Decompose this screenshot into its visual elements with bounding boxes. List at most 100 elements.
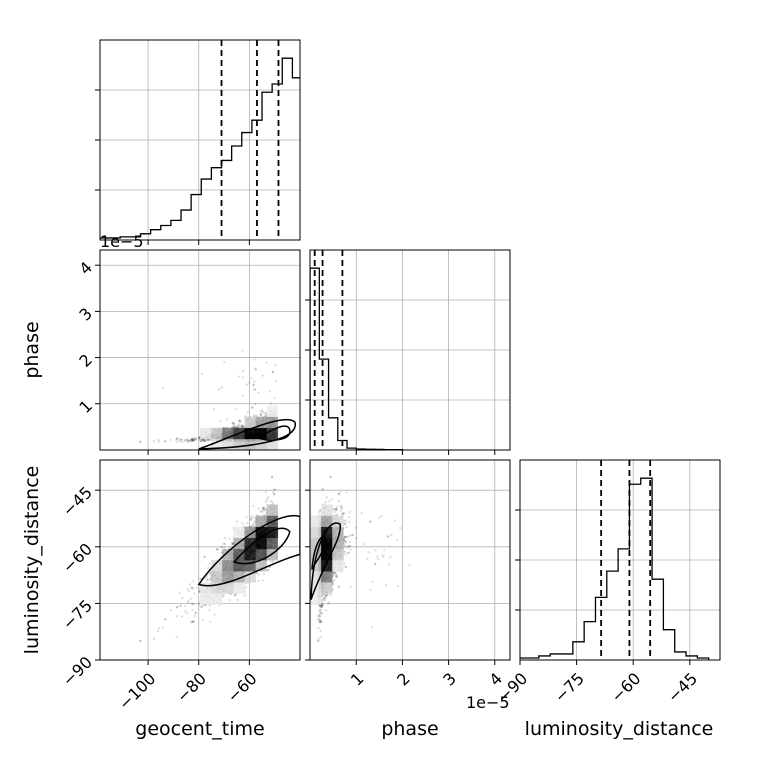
sample-point — [259, 509, 262, 513]
sample-point — [139, 440, 142, 443]
sample-point — [241, 394, 245, 397]
sample-point — [175, 438, 178, 441]
density-cell — [266, 427, 279, 440]
sample-point — [223, 542, 226, 546]
sample-point — [187, 440, 190, 443]
sample-point — [232, 422, 235, 425]
sample-point — [225, 418, 229, 421]
density-cell — [211, 438, 223, 450]
histogram-geocent_time — [100, 57, 300, 240]
sample-point — [257, 573, 260, 576]
sample-point — [197, 603, 201, 606]
sample-point — [262, 509, 265, 512]
sample-point — [262, 572, 266, 576]
sample-point — [187, 439, 190, 442]
sample-point — [191, 438, 194, 441]
sample-point — [255, 414, 258, 418]
sample-point — [204, 439, 207, 442]
sample-point — [250, 516, 253, 520]
sample-point — [164, 618, 167, 621]
sample-point — [270, 402, 273, 405]
sample-point — [273, 397, 276, 400]
density-cell — [255, 427, 267, 440]
sample-point — [264, 414, 267, 417]
sample-point — [190, 438, 193, 441]
panel-frame — [99, 249, 301, 451]
sample-point — [194, 611, 197, 615]
sample-point — [264, 508, 267, 511]
sample-point — [194, 437, 197, 440]
sample-point — [222, 542, 226, 545]
ticks — [305, 299, 496, 455]
sample-point — [201, 618, 204, 622]
sample-point — [157, 627, 161, 630]
sample-point — [262, 506, 265, 510]
sample-point — [186, 438, 189, 441]
sample-point — [189, 438, 193, 442]
grid — [100, 250, 300, 450]
sample-point — [175, 635, 178, 638]
sample-point — [194, 611, 197, 615]
sample-point — [187, 589, 190, 593]
sample-point — [235, 520, 239, 523]
sample-point — [228, 537, 231, 540]
sample-point — [180, 438, 184, 442]
panel-phase-hist — [305, 249, 511, 455]
sample-point — [178, 439, 181, 443]
sample-point — [175, 615, 179, 618]
sample-point — [157, 440, 161, 443]
sample-point — [220, 546, 223, 549]
sample-point — [272, 491, 275, 494]
sample-point — [250, 377, 253, 380]
sample-point — [257, 507, 260, 510]
sample-point — [207, 438, 210, 442]
sample-point — [269, 560, 273, 563]
sample-point — [232, 422, 236, 425]
sample-point — [161, 626, 165, 629]
sample-point — [179, 438, 182, 441]
sample-point — [268, 390, 271, 393]
sample-point — [273, 488, 276, 491]
sample-point — [237, 424, 240, 427]
density-cell — [266, 438, 279, 450]
sample-point — [231, 421, 234, 424]
sample-point — [259, 413, 262, 416]
sample-point — [191, 587, 194, 590]
sample-point — [215, 548, 219, 551]
sample-point — [254, 402, 257, 406]
sample-point — [190, 586, 193, 589]
sample-point — [208, 562, 211, 565]
sample-point — [175, 437, 179, 440]
sample-point — [169, 609, 173, 612]
density-cell — [222, 427, 234, 440]
sample-point — [200, 440, 203, 443]
sample-point — [192, 438, 195, 442]
sample-point — [267, 569, 270, 572]
sample-point — [220, 546, 223, 549]
sample-point — [220, 386, 224, 389]
sample-point — [233, 593, 237, 597]
sample-point — [257, 579, 260, 583]
sample-point — [252, 383, 255, 387]
sample-point — [198, 439, 201, 442]
sample-point — [252, 523, 255, 527]
density-cell — [255, 438, 267, 450]
sample-point — [183, 439, 187, 442]
sample-point — [236, 424, 239, 427]
sample-point — [164, 440, 167, 443]
sample-point — [184, 439, 187, 442]
sample-point — [192, 620, 195, 623]
sample-point — [254, 367, 257, 370]
sample-point — [259, 413, 262, 416]
sample-point — [175, 437, 179, 440]
sample-point — [267, 569, 270, 572]
sample-point — [228, 546, 231, 549]
contour-inner — [257, 425, 291, 441]
density-cell — [200, 427, 212, 440]
sample-point — [239, 425, 243, 428]
sample-point — [261, 374, 264, 377]
sample-point — [187, 599, 190, 603]
sample-point — [234, 425, 237, 429]
sample-point — [192, 438, 195, 441]
sample-point — [245, 516, 248, 519]
